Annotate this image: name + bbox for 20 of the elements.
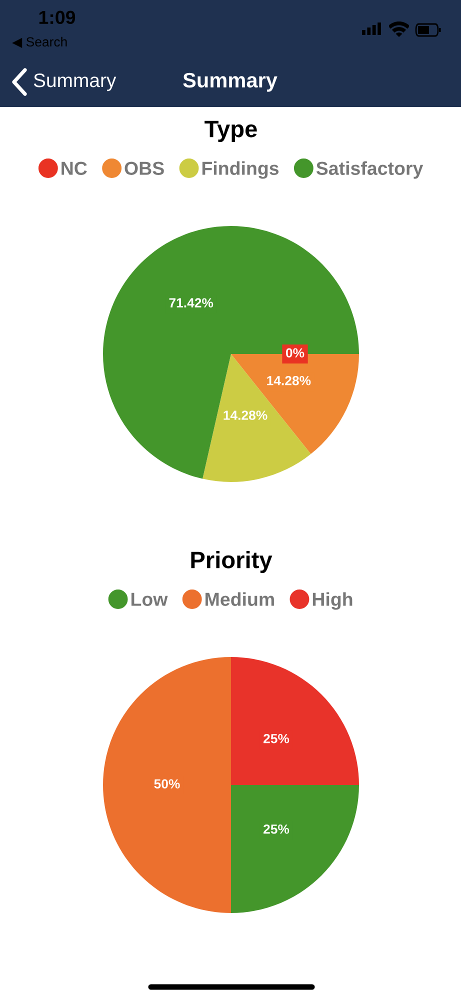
data-label: 25% (264, 824, 290, 834)
text: Summary (183, 72, 278, 92)
legend-label: Medium (206, 592, 274, 606)
chart-title: Priority (191, 550, 272, 574)
legend-label: Low (131, 592, 168, 606)
legend-label: Satisfactory (316, 161, 424, 179)
data-label: 50% (154, 779, 180, 789)
text: 1:09 (39, 10, 76, 24)
text: Summary (34, 73, 116, 92)
data-label: 25% (264, 734, 290, 744)
legend-label: High (312, 592, 352, 610)
chart-title: Type (204, 120, 257, 142)
data-label: 71.42% (169, 298, 214, 308)
legend-label: Findings (202, 161, 279, 179)
text: ◀ Search (12, 36, 67, 48)
legend-label: OBS (124, 162, 164, 175)
legend-label: NC (62, 162, 87, 175)
text: 0% (286, 348, 304, 358)
data-label: 14.28% (267, 376, 311, 386)
data-label: 14.28% (224, 410, 268, 420)
